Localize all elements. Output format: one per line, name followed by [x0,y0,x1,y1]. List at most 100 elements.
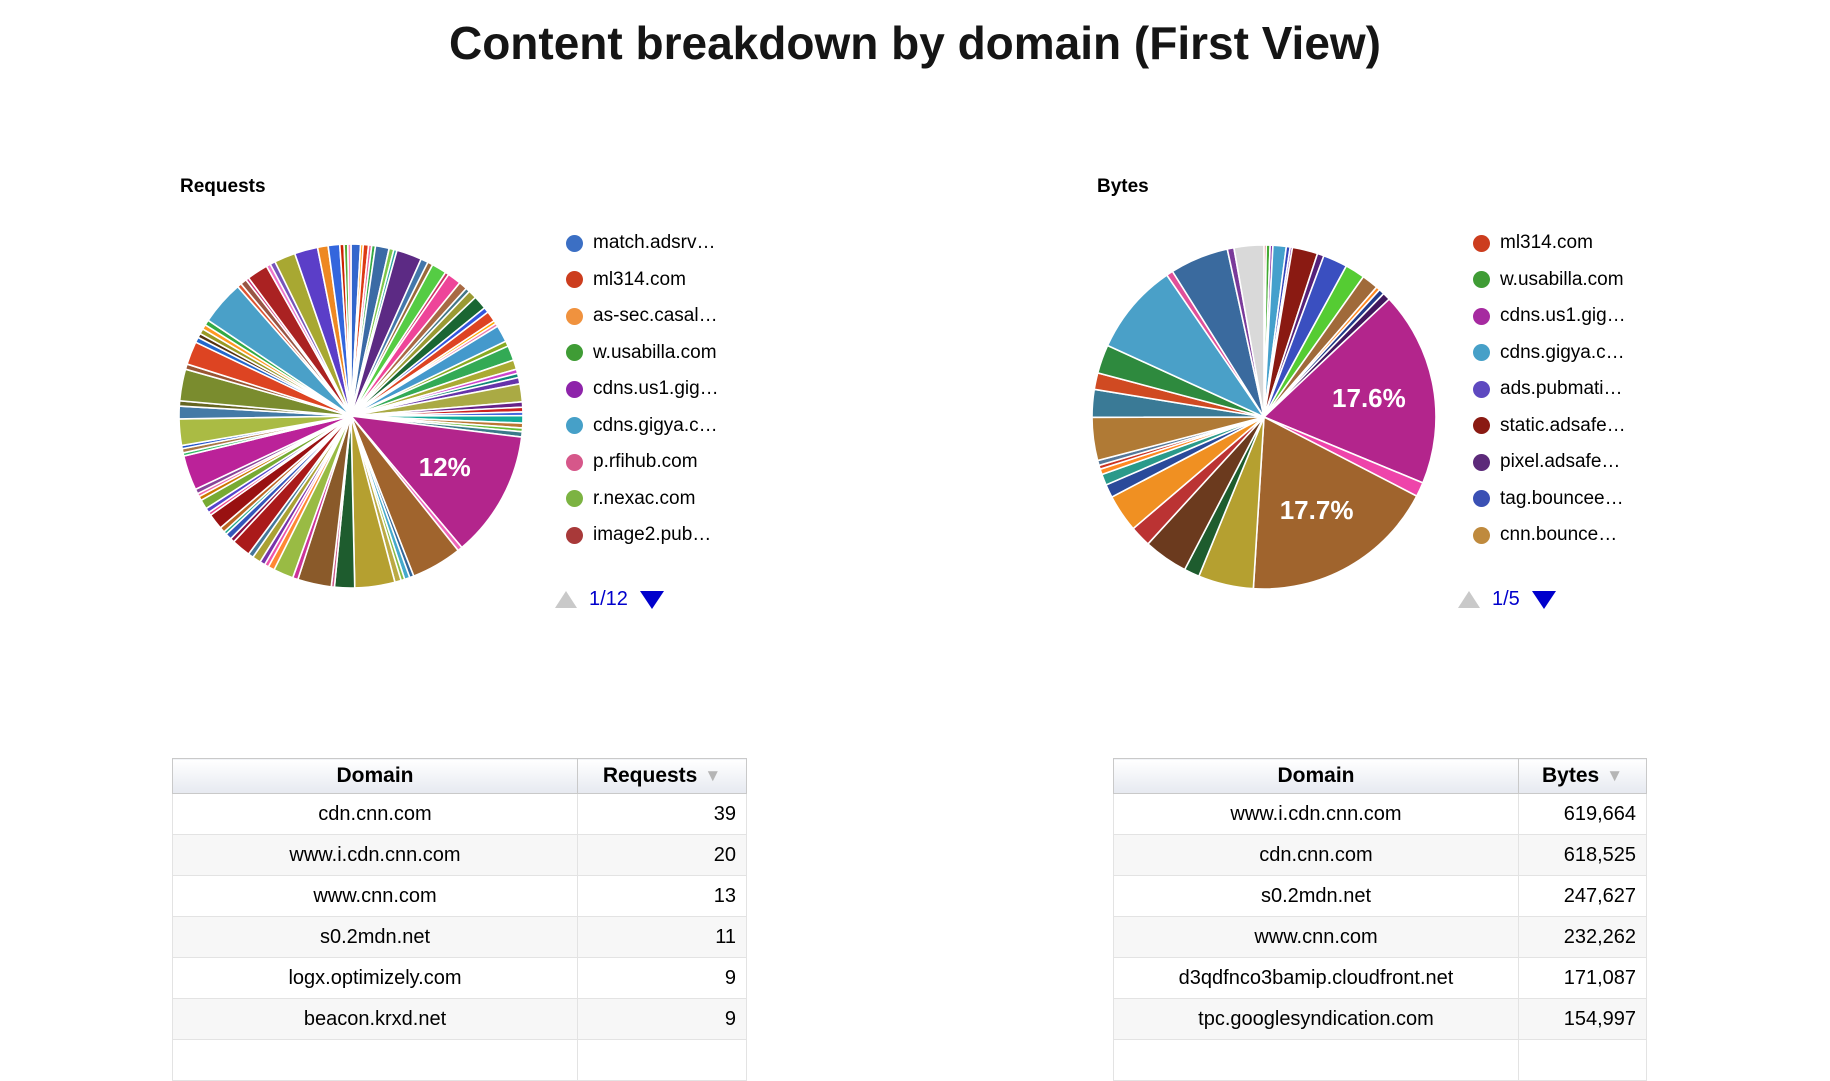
legend-item[interactable]: cdns.us1.gig… [1473,298,1626,335]
legend-bullet-icon [566,380,583,398]
legend-item[interactable]: p.rfihub.com [566,444,719,481]
legend-label: match.adsrv… [593,232,716,254]
legend-bullet-icon [1473,526,1490,544]
legend-label: cdns.us1.gig… [1500,305,1626,327]
legend-item[interactable]: cdns.us1.gig… [566,371,719,408]
table-row [172,1039,747,1081]
pie-slice[interactable] [1106,273,1267,419]
legend-item[interactable]: match.adsrv… [566,225,719,262]
legend-bullet-icon [566,344,583,362]
legend-label: r.nexac.com [593,487,696,509]
legend-item[interactable]: w.usabilla.com [1473,262,1626,299]
table-row: d3qdfnco3bamip.cloudfront.net 171,087 [1113,957,1647,999]
domain-cell: www.i.cdn.cnn.com [172,834,578,876]
requests-table: Domain Requests ▼ cdn.cnn.com 39 www.i.cdn.… [172,758,747,1081]
pie-slice-percent-label: 12% [419,452,471,482]
legend-item[interactable]: ads.pubmati… [1473,371,1626,408]
legend-item[interactable]: ml314.com [566,262,719,299]
bytes-table-header-bytes[interactable]: Bytes ▼ [1518,758,1647,794]
value-cell [1518,1039,1647,1081]
legend-bullet-icon [566,271,583,289]
value-cell: 154,997 [1518,998,1647,1040]
value-cell: 9 [577,957,747,999]
pager-down-icon[interactable] [639,590,664,609]
pager-up-icon[interactable] [1458,591,1480,608]
legend-bullet-icon [1473,344,1490,362]
bytes-table: Domain Bytes ▼ www.i.cdn.cnn.com 619,664 cd… [1113,758,1647,1081]
legend-label: cdns.gigya.c… [593,414,718,436]
legend-item[interactable]: w.usabilla.com [566,335,719,372]
domain-cell: cdn.cnn.com [1113,834,1519,876]
requests-table-header-domain[interactable]: Domain [172,758,578,794]
pie-slice[interactable] [1252,415,1418,590]
legend-item[interactable]: cdns.gigya.c… [566,408,719,445]
legend-bullet-icon [1473,453,1490,471]
value-cell: 9 [577,998,747,1040]
domain-cell: cdn.cnn.com [172,793,578,835]
domain-cell [172,1039,578,1081]
value-cell: 20 [577,834,747,876]
pager-down-icon[interactable] [1531,590,1556,609]
legend-item[interactable]: cnn.bounce… [1473,517,1626,554]
legend-bullet-icon [566,307,583,325]
legend-label: as-sec.casal… [593,305,718,327]
pie-slice[interactable] [1232,244,1265,418]
value-cell: 247,627 [1518,875,1647,917]
table-row: tpc.googlesyndication.com 154,997 [1113,998,1647,1040]
header-label: Requests [602,764,698,787]
domain-cell: tpc.googlesyndication.com [1113,998,1519,1040]
table-row: cdn.cnn.com 39 [172,793,747,835]
legend-label: cdns.us1.gig… [593,378,719,400]
pie-slice[interactable] [349,414,523,549]
pie-slice-percent-label: 17.7% [1280,495,1354,525]
table-row: s0.2mdn.net 11 [172,916,747,958]
legend-item[interactable]: cdns.gigya.c… [1473,335,1626,372]
legend-label: w.usabilla.com [593,341,717,363]
value-cell: 232,262 [1518,916,1647,958]
legend-bullet-icon [1473,271,1490,289]
domain-cell [1113,1039,1519,1081]
page-title: Content breakdown by domain (First View) [448,17,1382,69]
legend-bullet-icon [1473,307,1490,325]
legend-item[interactable]: ml314.com [1473,225,1626,262]
bytes-legend-pager: 1/5 [1458,588,1556,611]
domain-cell: www.cnn.com [1113,916,1519,958]
legend-bullet-icon [1473,380,1490,398]
pie-slice[interactable] [346,243,352,417]
domain-cell: s0.2mdn.net [1113,875,1519,917]
legend-label: image2.pub… [593,524,712,546]
legend-label: tag.bouncee… [1500,487,1624,509]
legend-bullet-icon [1473,234,1490,252]
legend-bullet-icon [566,453,583,471]
requests-pie-chart[interactable]: 12% [177,242,525,590]
table-row: logx.optimizely.com 9 [172,957,747,999]
legend-bullet-icon [1473,417,1490,435]
domain-cell: beacon.krxd.net [172,998,578,1040]
bytes-chart-title: Bytes [1097,176,1149,197]
pie-slice[interactable] [1262,297,1437,484]
header-label: Domain [336,764,414,787]
bytes-pie-chart[interactable]: 17.6% 17.7% [1090,243,1438,591]
requests-legend: match.adsrv… ml314.com as-sec.casal… w.usab… [566,225,719,554]
legend-item[interactable]: image2.pub… [566,517,719,554]
legend-bullet-icon [566,234,583,252]
domain-cell: s0.2mdn.net [172,916,578,958]
legend-item[interactable]: pixel.adsafe… [1473,444,1626,481]
table-row: beacon.krxd.net 9 [172,998,747,1040]
header-label: Bytes [1541,764,1600,787]
legend-item[interactable]: as-sec.casal… [566,298,719,335]
requests-table-header-requests[interactable]: Requests ▼ [577,758,747,794]
table-row: www.i.cdn.cnn.com 20 [172,834,747,876]
bytes-table-header-domain[interactable]: Domain [1113,758,1519,794]
legend-label: ads.pubmati… [1500,378,1623,400]
legend-label: p.rfihub.com [593,451,698,473]
legend-item[interactable]: static.adsafe… [1473,408,1626,445]
legend-item[interactable]: r.nexac.com [566,481,719,518]
domain-cell: d3qdfnco3bamip.cloudfront.net [1113,957,1519,999]
pager-up-icon[interactable] [555,591,577,608]
sort-desc-icon: ▼ [1606,766,1624,785]
legend-label: pixel.adsafe… [1500,451,1621,473]
legend-item[interactable]: tag.bouncee… [1473,481,1626,518]
value-cell: 619,664 [1518,793,1647,835]
table-row: s0.2mdn.net 247,627 [1113,875,1647,917]
